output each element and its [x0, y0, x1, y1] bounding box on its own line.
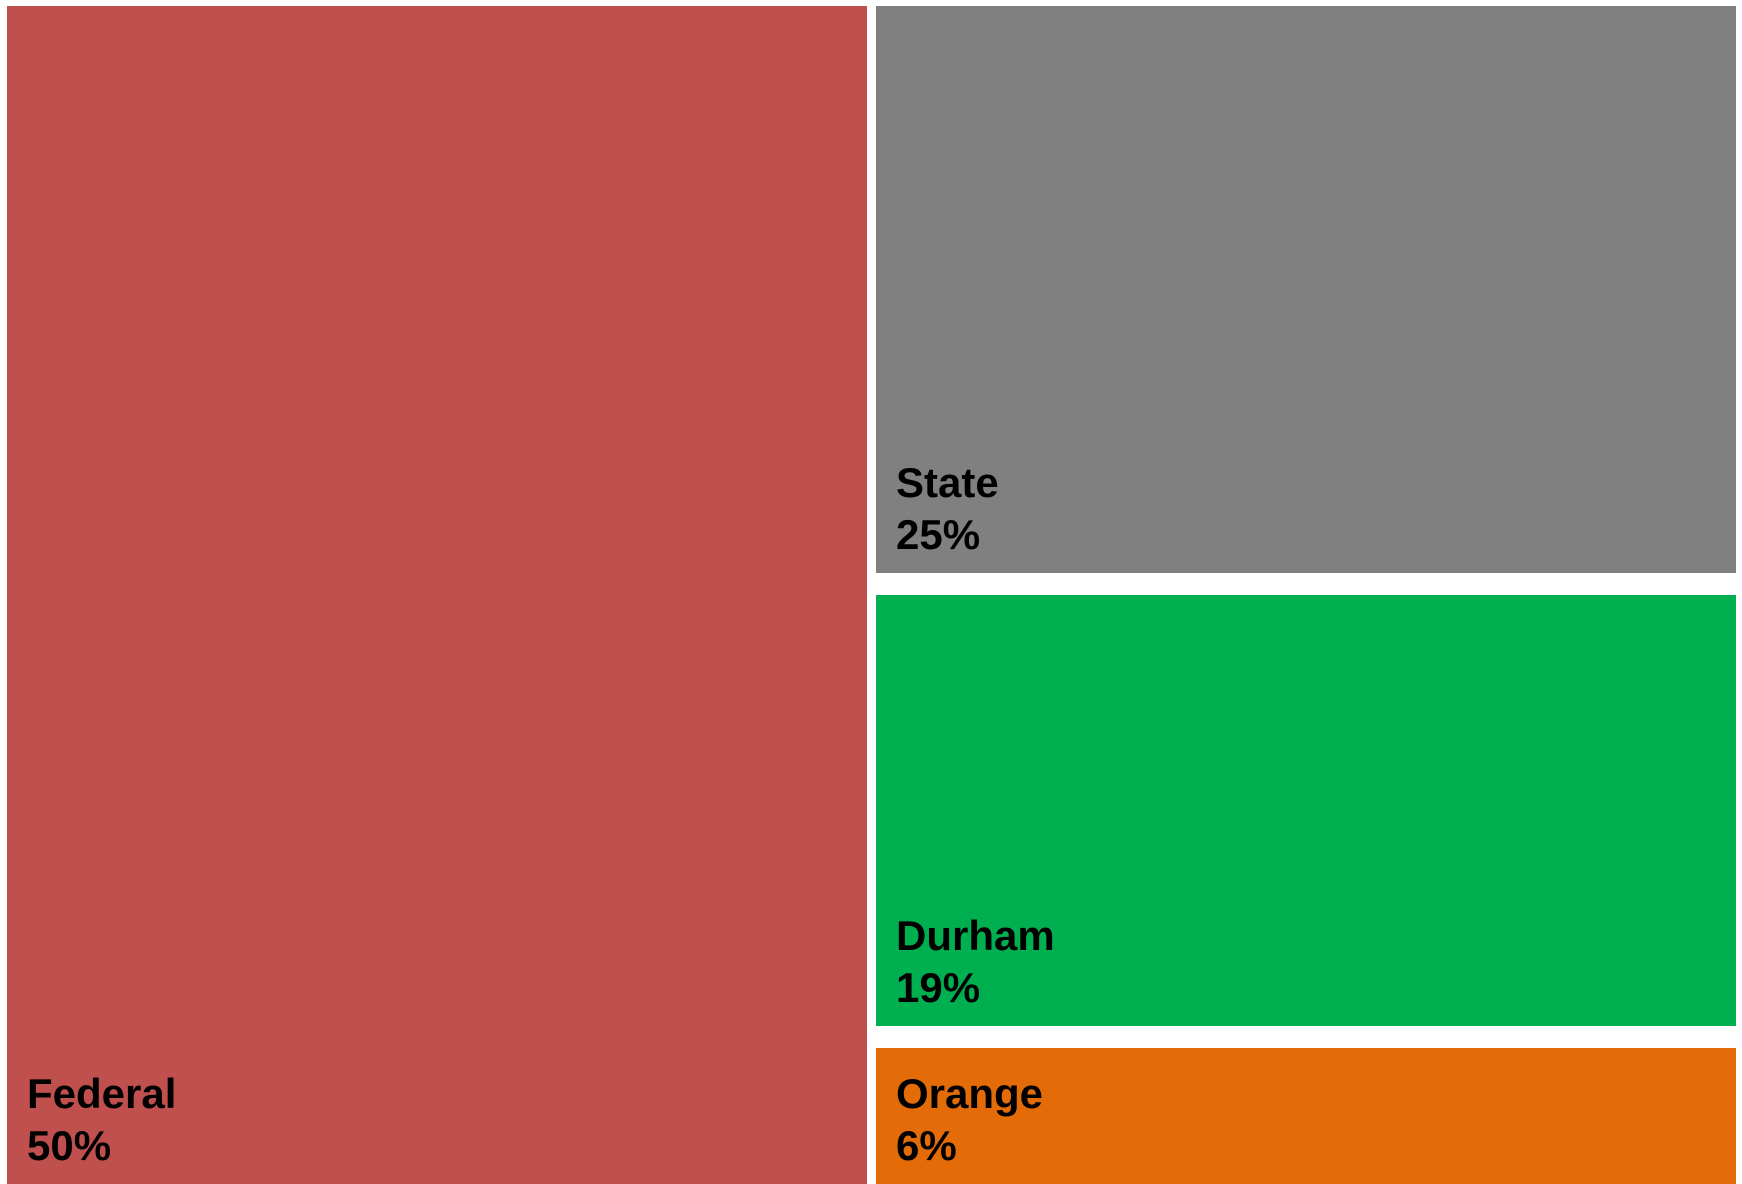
tile-state: State 25% [876, 6, 1736, 573]
tile-name-federal: Federal [27, 1070, 177, 1117]
tile-orange: Orange 6% [876, 1047, 1736, 1184]
tile-label-federal: Federal 50% [27, 1068, 176, 1172]
tile-value-durham: 19% [896, 963, 981, 1011]
tile-durham: Durham 19% [876, 595, 1736, 1026]
tile-label-state: State 25% [896, 457, 999, 561]
tile-name-orange: Orange [896, 1069, 1044, 1117]
tile-name-state: State [896, 459, 999, 506]
tile-value-federal: 50% [27, 1122, 112, 1169]
tile-label-durham: Durham 19% [896, 910, 1055, 1014]
tile-value-orange: 6% [896, 1121, 957, 1169]
tile-label-orange: Orange 6% [896, 1068, 1043, 1172]
tile-name-durham: Durham [896, 911, 1055, 959]
tile-federal: Federal 50% [7, 6, 867, 1184]
tile-value-state: 25% [896, 511, 981, 558]
